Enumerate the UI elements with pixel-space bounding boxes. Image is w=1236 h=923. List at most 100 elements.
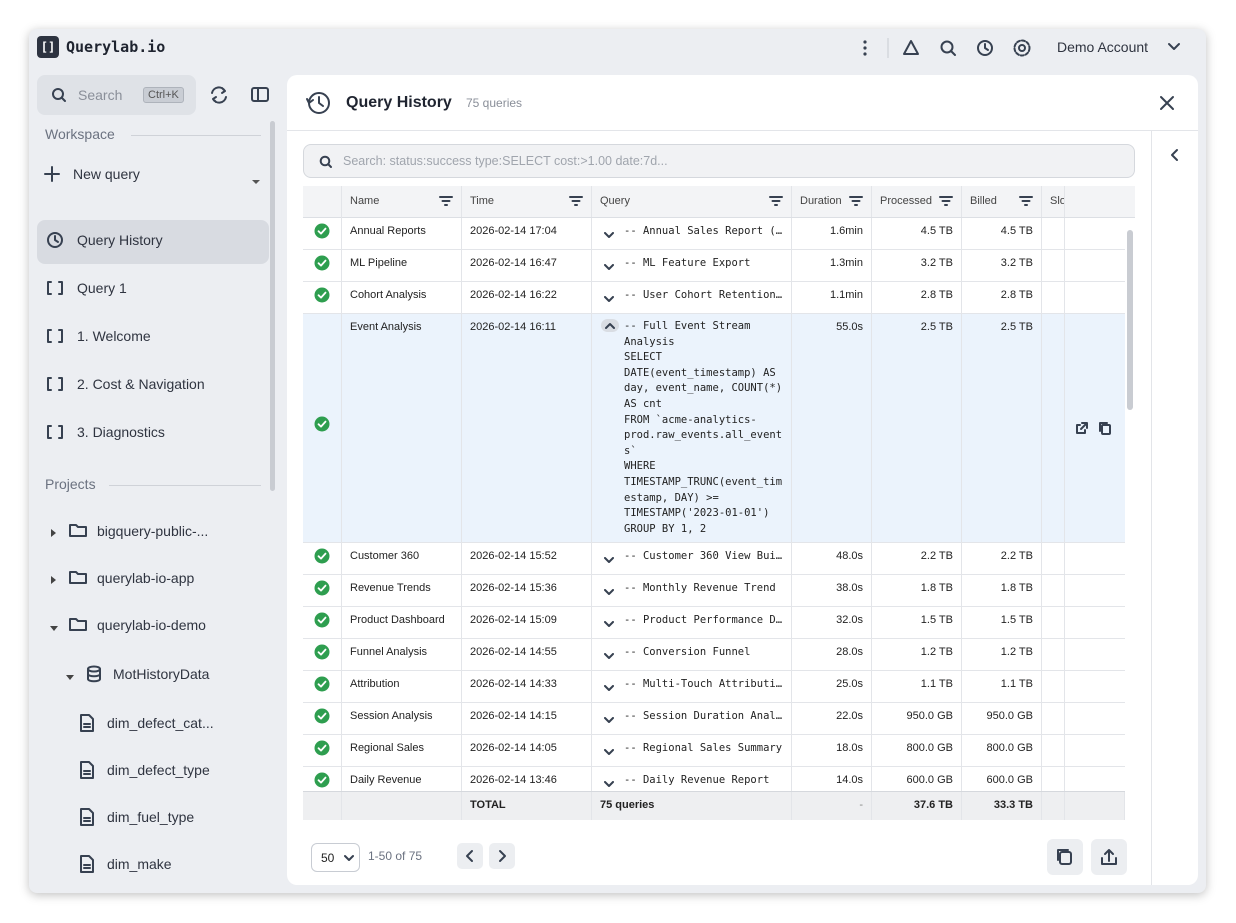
expand-toggle[interactable] — [604, 587, 614, 599]
expand-toggle[interactable] — [604, 262, 614, 274]
column-header[interactable]: Billed — [962, 186, 1042, 217]
page-nav[interactable] — [457, 843, 517, 871]
tree-item[interactable]: dim_defect_type — [107, 762, 210, 778]
history-search[interactable]: Search: status:success type:SELECT cost:… — [303, 144, 1135, 178]
name-cell: ML Pipeline — [342, 250, 462, 281]
table-row[interactable]: Attribution2026-02-14 14:33-- Multi-Touc… — [303, 671, 1125, 703]
query-text: -- Regional Sales Summary — [624, 742, 782, 754]
action-cell — [1065, 218, 1125, 249]
workspace-item[interactable]: 3. Diagnostics — [77, 424, 165, 440]
tree-item[interactable]: bigquery-public-... — [97, 523, 208, 539]
processed-cell: 1.1 TB — [872, 671, 962, 702]
column-header[interactable]: Time — [462, 186, 592, 217]
icon — [44, 166, 60, 187]
expand-toggle[interactable] — [604, 230, 614, 242]
name-cell: Attribution — [342, 671, 462, 702]
toolbar-icons[interactable] — [855, 37, 1055, 59]
query-text: -- ML Feature Export — [624, 257, 750, 269]
table-row[interactable]: Customer 3602026-02-14 15:52-- Customer … — [303, 543, 1125, 575]
processed-cell: 1.8 TB — [872, 575, 962, 606]
column-header[interactable]: Query — [592, 186, 792, 217]
slot-cell — [1042, 314, 1065, 542]
status-cell — [303, 703, 342, 734]
query-cell: -- Annual Sales Report (… — [592, 218, 792, 249]
expand-toggle[interactable] — [604, 294, 614, 306]
workspace-item[interactable]: 1. Welcome — [77, 328, 151, 344]
duration-cell: 28.0s — [792, 639, 872, 670]
column-header[interactable]: Slo — [1042, 186, 1065, 217]
action-cell — [1065, 767, 1125, 791]
icon — [69, 616, 87, 637]
table-row[interactable]: ML Pipeline2026-02-14 16:47 -- ML Feature… — [303, 250, 1125, 282]
expand-toggle[interactable] — [604, 715, 614, 727]
table-row[interactable]: Daily Revenue2026-02-14 13:46-- Daily Re… — [303, 767, 1125, 791]
tree-item[interactable]: querylab-io-demo — [97, 617, 206, 633]
table-row[interactable]: Cohort Analysis2026-02-14 16:22-- User C… — [303, 282, 1125, 314]
header-fill — [1065, 186, 1135, 218]
expand-toggle[interactable] — [604, 619, 614, 631]
status-success — [314, 772, 330, 791]
tree-item[interactable]: querylab-io-app — [97, 570, 194, 586]
table-row[interactable]: Annual Reports2026-02-14 17:04-- Annual … — [303, 218, 1125, 250]
column-header[interactable]: Name — [342, 186, 462, 217]
filter-icon — [1019, 196, 1033, 209]
time-cell: 2026-02-14 14:33 — [462, 671, 592, 702]
billed-cell: 950.0 GB — [962, 703, 1042, 734]
time-cell: 2026-02-14 15:52 — [462, 543, 592, 574]
brand: Querylab.io — [66, 38, 165, 56]
table-row[interactable]: Product Dashboard2026-02-14 15:09-- Prod… — [303, 607, 1125, 639]
workspace-item[interactable]: Query 1 — [77, 280, 127, 296]
query-cell: -- Session Duration Anal… — [592, 703, 792, 734]
account-chevron[interactable] — [1167, 41, 1181, 53]
tree-item[interactable]: dim_defect_cat... — [107, 715, 214, 731]
processed-cell: 3.2 TB — [872, 250, 962, 281]
tree-item[interactable]: dim_fuel_type — [107, 809, 194, 825]
workspace-item[interactable]: Query History — [77, 232, 163, 248]
column-header[interactable]: Duration — [792, 186, 872, 217]
collapse-button[interactable] — [1169, 148, 1181, 162]
close-button[interactable] — [1159, 95, 1175, 111]
time-cell: 2026-02-14 16:22 — [462, 282, 592, 313]
duration-cell: 25.0s — [792, 671, 872, 702]
new-query[interactable]: New query — [73, 166, 140, 182]
page-size-select[interactable]: 50 — [311, 843, 360, 872]
export-buttons[interactable] — [1047, 839, 1131, 875]
expand-toggle[interactable] — [604, 683, 614, 695]
shortcut: Ctrl+K — [143, 87, 184, 103]
table-row[interactable]: Event Analysis2026-02-14 16:11-- Full Ev… — [303, 314, 1125, 543]
search-placeholder: Search — [78, 87, 122, 103]
tree-item[interactable]: MotHistoryData — [113, 666, 209, 682]
slot-cell — [1042, 767, 1065, 791]
icon — [65, 668, 75, 686]
divider — [287, 130, 1198, 131]
expand-toggle[interactable] — [604, 747, 614, 759]
filter-icon — [939, 196, 953, 209]
sidebar-tools[interactable] — [209, 85, 269, 105]
workspace-item[interactable]: 2. Cost & Navigation — [77, 376, 205, 392]
column-header[interactable]: Processed — [872, 186, 962, 217]
expand-toggle[interactable] — [604, 779, 614, 791]
sidebar-search[interactable]: Search Ctrl+K — [37, 75, 196, 115]
table-row[interactable]: Funnel Analysis2026-02-14 14:55-- Conver… — [303, 639, 1125, 671]
expand-toggle[interactable] — [604, 555, 614, 567]
table-row[interactable]: Regional Sales2026-02-14 14:05-- Regiona… — [303, 735, 1125, 767]
account-menu[interactable]: Demo Account — [1057, 39, 1148, 55]
expand-toggle[interactable] — [604, 651, 614, 663]
table-row[interactable]: Revenue Trends2026-02-14 15:36-- Monthly… — [303, 575, 1125, 607]
status-success — [314, 580, 330, 599]
icon — [45, 327, 65, 350]
slot-cell — [1042, 703, 1065, 734]
tree-item[interactable]: dim_make — [107, 856, 172, 872]
section-rule — [131, 135, 261, 136]
name-cell: Annual Reports — [342, 218, 462, 249]
table-row[interactable]: Session Analysis2026-02-14 14:15-- Sessi… — [303, 703, 1125, 735]
query-text: -- Daily Revenue Report — [624, 774, 769, 786]
time-cell: 2026-02-14 16:47 — [462, 250, 592, 281]
slot-cell — [1042, 250, 1065, 281]
column-label: Billed — [970, 195, 997, 207]
icon — [45, 375, 65, 398]
expand-toggle[interactable] — [601, 319, 619, 332]
logo: [] — [37, 36, 59, 58]
time-cell: 2026-02-14 14:55 — [462, 639, 592, 670]
action-cell — [1065, 639, 1125, 670]
